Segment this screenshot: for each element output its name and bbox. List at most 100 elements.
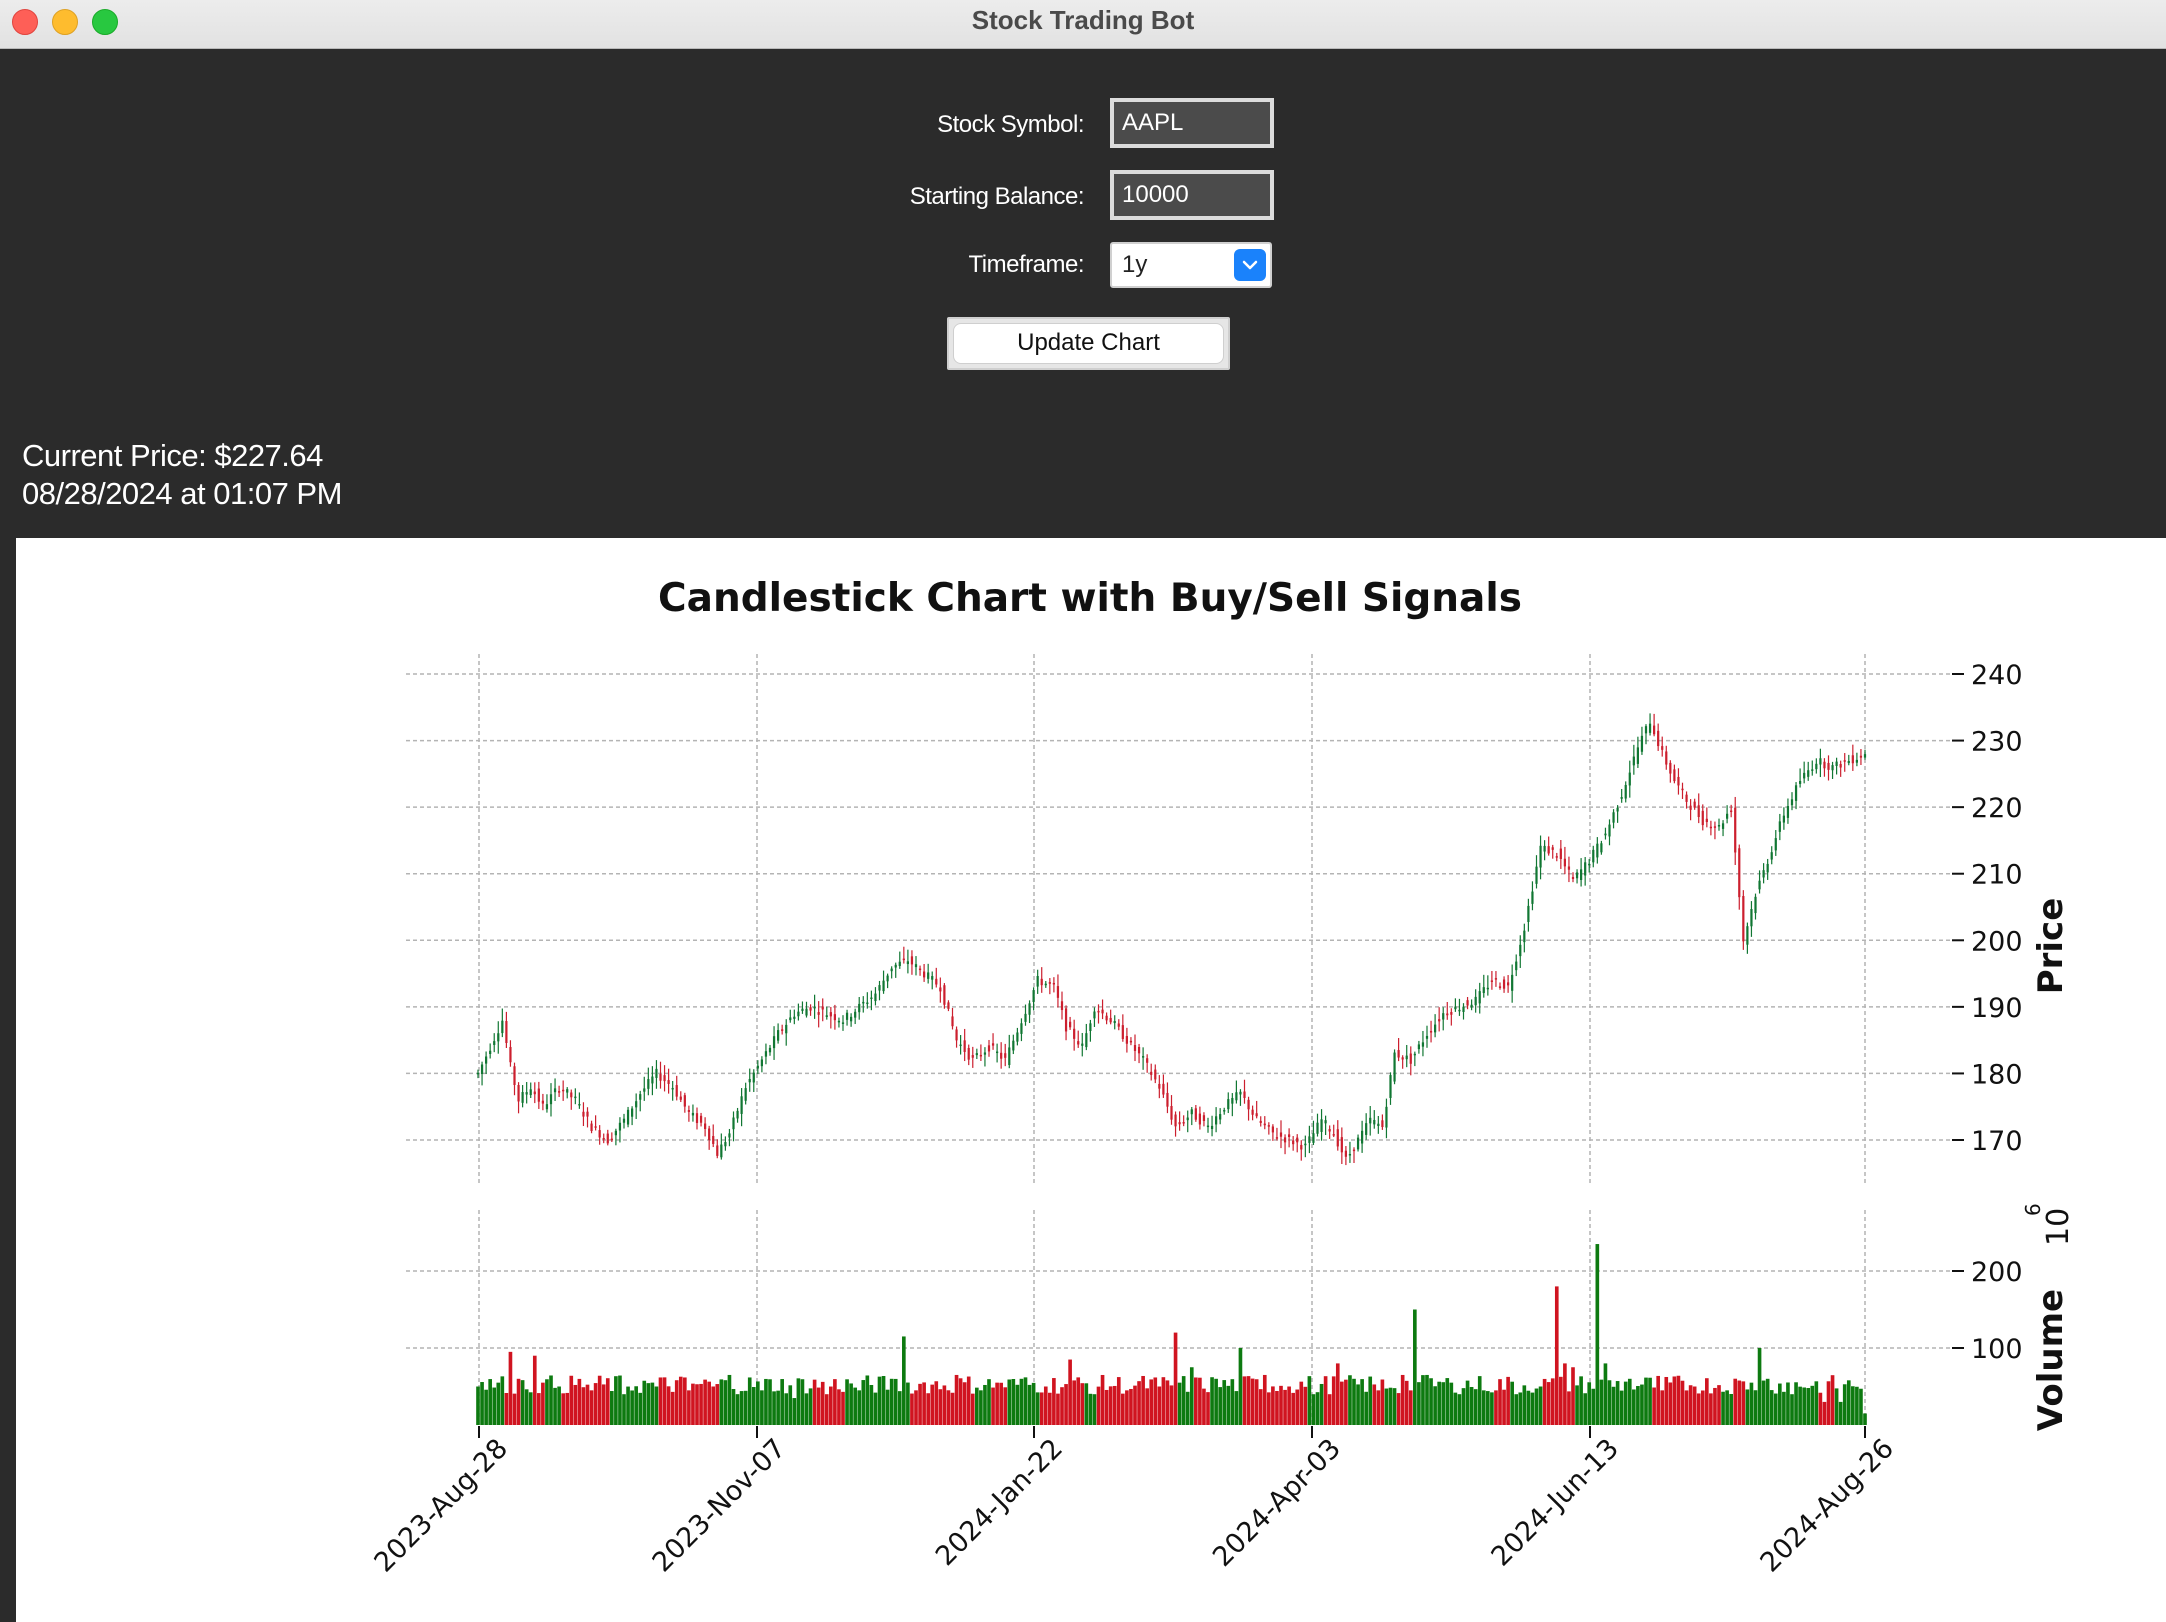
starting-balance-label: Starting Balance:	[909, 183, 1085, 210]
volume-bar	[1210, 1377, 1214, 1425]
volume-bar	[1068, 1359, 1072, 1425]
volume-bar	[1660, 1390, 1665, 1425]
volume-bar	[1469, 1386, 1474, 1425]
candle-body	[635, 1101, 638, 1108]
candle-body	[659, 1074, 662, 1081]
candle-body	[894, 964, 897, 968]
volume-bar	[610, 1391, 614, 1425]
volume-bar	[1538, 1386, 1543, 1425]
price-tick-label: 240	[1971, 660, 2023, 691]
candle-body	[1450, 1012, 1453, 1015]
volume-bar	[910, 1393, 914, 1425]
candle-body	[1365, 1123, 1368, 1135]
candle-body	[756, 1065, 759, 1069]
candle-body	[1239, 1091, 1242, 1095]
volume-bar	[1254, 1379, 1259, 1425]
candle-body	[1770, 852, 1773, 860]
volume-bar	[715, 1384, 720, 1425]
volume-bar	[877, 1376, 882, 1425]
candle-body	[1523, 930, 1526, 943]
close-window-button[interactable]	[12, 9, 38, 35]
volume-bar	[1360, 1379, 1364, 1425]
volume-bar	[1486, 1391, 1490, 1425]
volume-bar	[1116, 1377, 1121, 1425]
candle-body	[1146, 1058, 1149, 1063]
volume-bar	[476, 1386, 480, 1425]
candle-body	[578, 1103, 581, 1106]
candle-body	[541, 1100, 545, 1104]
candle-body	[712, 1136, 715, 1144]
timeframe-label: Timeframe:	[968, 251, 1085, 278]
candle-body	[898, 961, 901, 967]
candle-body	[922, 971, 926, 978]
candle-body	[1312, 1133, 1315, 1143]
volume-bar	[1165, 1380, 1170, 1425]
starting-balance-input[interactable]	[1110, 170, 1274, 220]
candle-body	[1738, 848, 1741, 898]
candle-body	[513, 1066, 516, 1085]
candle-body	[1539, 845, 1542, 868]
price-tick-label: 210	[1971, 860, 2023, 891]
candle-body	[1381, 1120, 1384, 1128]
candle-body	[752, 1072, 755, 1083]
volume-bar	[1027, 1384, 1032, 1425]
candle-body	[1040, 978, 1043, 986]
candle-body	[1425, 1035, 1429, 1039]
volume-bar	[800, 1379, 805, 1425]
candle-body	[918, 968, 922, 971]
candle-body	[1097, 1010, 1100, 1013]
candle-body	[878, 985, 881, 991]
stock-symbol-label: Stock Symbol:	[937, 111, 1084, 138]
volume-bar	[1648, 1377, 1652, 1425]
update-chart-button[interactable]: Update Chart	[947, 317, 1230, 370]
volume-bar	[614, 1376, 618, 1425]
stock-symbol-input[interactable]	[1110, 98, 1274, 148]
candle-body	[1827, 762, 1830, 770]
candle-body	[1048, 982, 1051, 984]
volume-bar	[654, 1386, 659, 1425]
volume-bar	[1173, 1332, 1178, 1425]
candle-body	[1742, 896, 1745, 942]
candle-body	[1336, 1129, 1339, 1147]
volume-bar	[743, 1390, 748, 1425]
candle-body	[1296, 1137, 1299, 1143]
volume-bar	[1453, 1392, 1458, 1425]
volume-bar	[496, 1382, 501, 1425]
price-axis-label: Price	[2031, 898, 2071, 995]
candle-body	[537, 1088, 540, 1102]
volume-bar	[618, 1375, 622, 1425]
candle-body	[1531, 891, 1534, 904]
candle-body	[890, 968, 893, 972]
zoom-window-button[interactable]	[92, 9, 118, 35]
candle-body	[566, 1089, 569, 1093]
price-tick-label: 200	[1971, 926, 2023, 957]
minimize-window-button[interactable]	[52, 9, 78, 35]
candle-body	[1125, 1036, 1129, 1044]
candle-body	[1389, 1075, 1392, 1098]
volume-bar	[841, 1391, 845, 1425]
chart-grid	[406, 654, 1956, 1425]
volume-bar	[1713, 1387, 1717, 1425]
volume-bar	[1729, 1393, 1733, 1425]
chevron-down-icon[interactable]	[1234, 249, 1266, 281]
volume-bar	[1522, 1385, 1527, 1425]
candle-body	[1470, 1004, 1473, 1008]
candle-body	[1624, 784, 1627, 799]
candle-body	[1766, 863, 1769, 873]
candle-body	[732, 1117, 735, 1130]
candle-body	[931, 976, 934, 980]
volume-bar	[950, 1392, 955, 1425]
volume-bar	[622, 1394, 626, 1425]
candle-body	[1746, 926, 1749, 945]
candle-body	[1709, 826, 1713, 829]
volume-bar	[1749, 1382, 1754, 1425]
candle-body	[1782, 815, 1786, 823]
volume-bar	[1542, 1378, 1547, 1425]
volume-bar	[492, 1387, 497, 1425]
timeframe-select[interactable]: 1y	[1110, 242, 1272, 288]
candle-body	[1835, 761, 1838, 767]
candle-body	[509, 1046, 512, 1063]
volume-bar	[662, 1377, 667, 1425]
candle-body	[1421, 1042, 1425, 1047]
candle-body	[943, 985, 946, 1005]
